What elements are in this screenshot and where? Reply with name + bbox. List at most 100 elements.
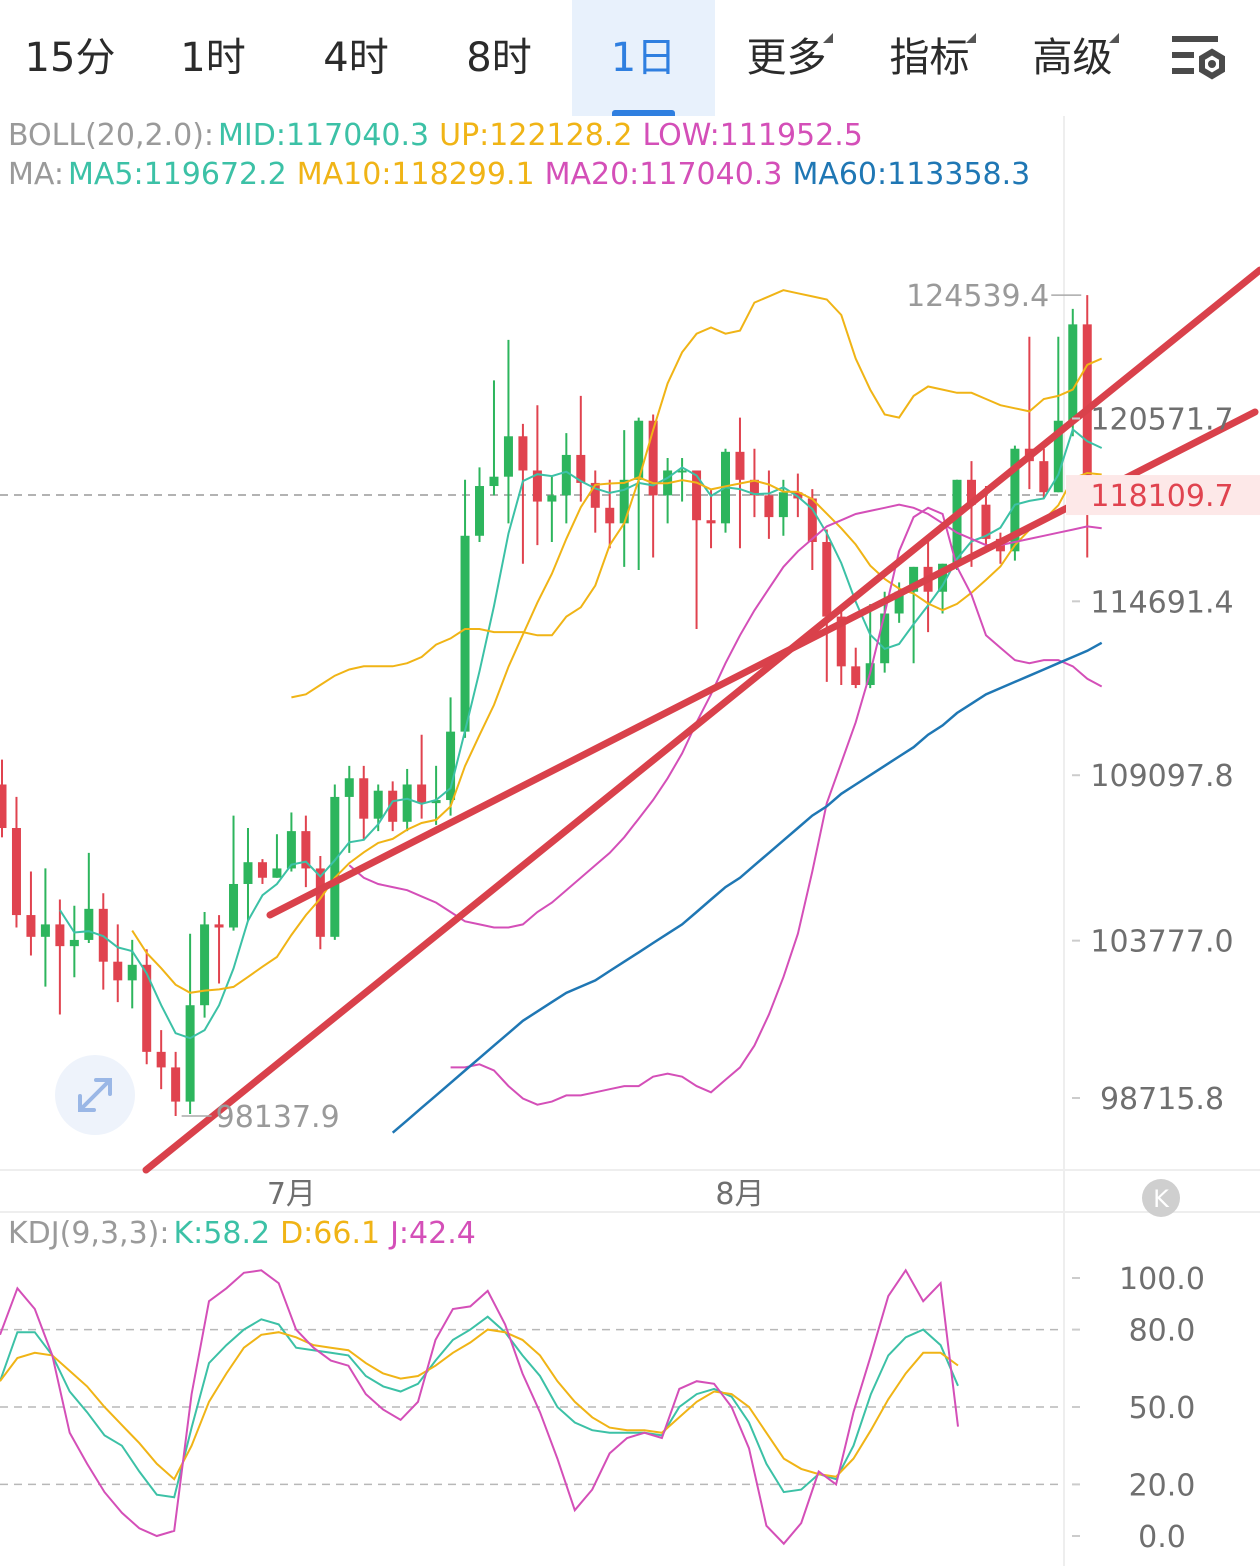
candle — [11, 796, 21, 928]
ma5-value: MA5:119672.2 — [68, 157, 287, 192]
candle — [359, 765, 369, 841]
candle — [475, 467, 485, 542]
candle — [0, 759, 7, 838]
candle — [865, 604, 875, 689]
candle-body — [11, 828, 21, 916]
kdj-tick-label: 0.0 — [1138, 1520, 1186, 1555]
kdj-k-line — [0, 1315, 959, 1499]
candle — [446, 697, 456, 816]
kdj-tick-label: 80.0 — [1129, 1314, 1196, 1349]
candle — [822, 529, 832, 682]
candle-body — [301, 831, 311, 869]
candle — [214, 915, 224, 984]
candle — [909, 566, 919, 664]
candle — [793, 473, 803, 518]
candle-body — [431, 800, 441, 804]
candle-body — [561, 454, 571, 496]
candle — [98, 893, 108, 990]
candle — [431, 765, 441, 825]
candle — [995, 532, 1005, 564]
tab-7[interactable]: 高级 — [1001, 0, 1144, 116]
tab-0[interactable]: 15分 — [0, 0, 140, 116]
candle-body — [576, 454, 586, 483]
kdj-d-value: D:66.1 — [280, 1216, 381, 1251]
tab-label: 15分 — [24, 35, 116, 81]
dropdown-caret-icon — [965, 33, 976, 43]
candle — [532, 405, 542, 546]
candle-body — [330, 796, 340, 937]
candle-body — [677, 470, 687, 473]
candle-body — [446, 731, 456, 801]
candle — [923, 535, 933, 633]
tab-label: 1时 — [180, 35, 246, 81]
dropdown-caret-icon — [822, 33, 833, 43]
candle — [576, 395, 586, 502]
high-label: 124539.4 — [906, 279, 1049, 314]
candle-body — [257, 862, 267, 878]
tab-4[interactable]: 1日 — [572, 0, 715, 116]
candle-body — [229, 883, 239, 928]
candle — [171, 1051, 181, 1116]
tab-2[interactable]: 4时 — [286, 0, 426, 116]
candle — [1068, 308, 1078, 437]
price-tick-label: 120571.7 — [1090, 403, 1233, 438]
candle — [373, 784, 383, 832]
tab-label: 指标 — [890, 33, 976, 81]
candle-body — [402, 784, 412, 822]
candle-body — [315, 868, 325, 937]
candle-body — [489, 476, 499, 487]
candle-body — [200, 924, 210, 1006]
candle-body — [1082, 324, 1092, 508]
candle — [1053, 336, 1063, 493]
last-price-badge — [1066, 475, 1260, 516]
candle-body — [764, 495, 774, 518]
kdj-j-line — [0, 1268, 959, 1546]
candle — [706, 489, 716, 549]
tab-5[interactable]: 更多 — [715, 0, 858, 116]
candle — [778, 479, 788, 536]
candle-body — [98, 908, 108, 962]
candle — [663, 458, 673, 524]
candle — [561, 433, 571, 524]
candle — [69, 905, 79, 978]
kdj-tick-label: 100.0 — [1119, 1262, 1205, 1297]
candle — [518, 423, 528, 564]
candle-body — [185, 1005, 195, 1102]
candle — [200, 911, 210, 1018]
candle — [1082, 295, 1092, 558]
candle-body — [952, 479, 962, 564]
candle — [938, 563, 948, 614]
last-price-label: 118109.7 — [1090, 479, 1233, 514]
candle-body — [214, 924, 224, 928]
candle — [330, 784, 340, 940]
tab-1[interactable]: 1时 — [143, 0, 283, 116]
kdj-d-line — [0, 1328, 959, 1481]
candle-body — [706, 520, 716, 524]
trendline-steep — [142, 266, 1260, 1174]
candle-body — [40, 924, 50, 937]
candle-body — [243, 862, 253, 884]
candle-body — [1039, 461, 1049, 493]
candle-body — [807, 498, 817, 542]
tab-label: 1日 — [610, 35, 677, 81]
price-tick-label: 98715.8 — [1100, 1082, 1224, 1117]
candle — [966, 461, 976, 567]
candle — [692, 470, 702, 630]
candle-body — [836, 616, 846, 667]
tab-3[interactable]: 8时 — [429, 0, 569, 116]
candle-body — [373, 790, 383, 819]
candle — [851, 647, 861, 689]
tab-6[interactable]: 指标 — [858, 0, 1001, 116]
chart-settings-icon[interactable] — [1168, 30, 1232, 86]
candle — [489, 380, 499, 496]
candle-body — [1068, 324, 1078, 421]
kdj-k-value: K:58.2 — [173, 1216, 271, 1251]
candle — [590, 470, 600, 533]
candle-body — [55, 924, 65, 947]
dropdown-caret-icon — [1108, 33, 1119, 43]
candle-body — [127, 964, 137, 981]
candle — [301, 815, 311, 888]
price-tick-label: 114691.4 — [1090, 585, 1233, 620]
candle-body — [735, 451, 745, 480]
